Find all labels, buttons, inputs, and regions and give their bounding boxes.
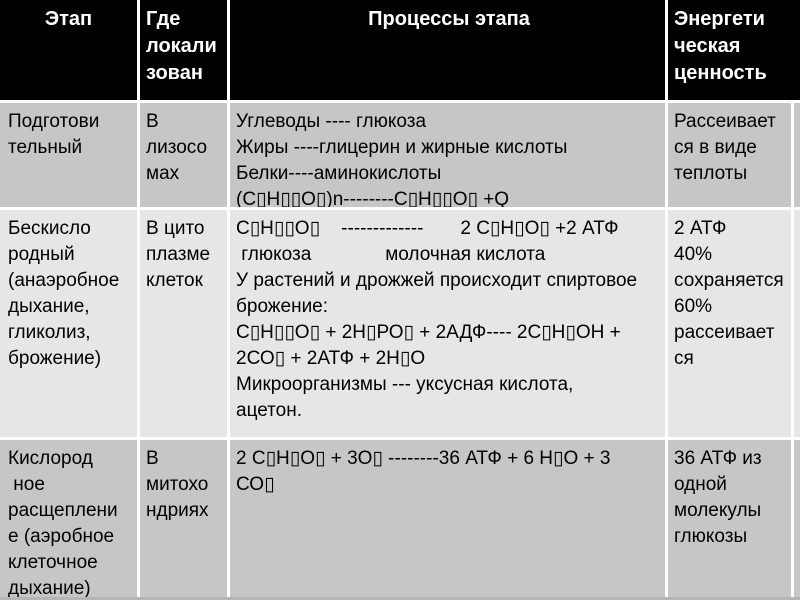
table-row-anaerobic: Бескисло родный (анаэробное дыхание, гли… xyxy=(0,210,800,437)
cell-location: В митохо ндриях xyxy=(140,440,227,597)
row-separator xyxy=(0,100,800,103)
cell-stage: Кислород ное расщеплени е (аэробное клет… xyxy=(0,440,137,597)
cell-stage: Подготови тельный xyxy=(0,103,137,207)
cell-filler xyxy=(794,210,800,437)
header-stage: Этап xyxy=(0,0,137,100)
row-separator xyxy=(0,207,800,210)
cell-processes: 2 С▯Н▯О▯ + 3О▯ --------36 АТФ + 6 Н▯О + … xyxy=(230,440,665,597)
table-row-preparatory: Подготови тельный В лизосо мах Углеводы … xyxy=(0,103,800,207)
cell-location: В цито плазме клеток xyxy=(140,210,227,437)
cell-processes: С▯Н▯▯О▯ ------------- 2 С▯Н▯О▯ +2 АТФ гл… xyxy=(230,210,665,437)
table-row-aerobic: Кислород ное расщеплени е (аэробное клет… xyxy=(0,440,800,597)
table-header-row: Этап Где локали зован Процессы этапа Эне… xyxy=(0,0,800,100)
cell-location: В лизосо мах xyxy=(140,103,227,207)
cell-stage: Бескисло родный (анаэробное дыхание, гли… xyxy=(0,210,137,437)
header-location: Где локали зован xyxy=(140,0,227,100)
slide-bottom-edge xyxy=(0,597,800,600)
header-processes: Процессы этапа xyxy=(230,0,665,100)
cell-processes: Углеводы ---- глюкоза Жиры ----глицерин … xyxy=(230,103,665,207)
cell-energy: 36 АТФ из одной молекулы глюкозы xyxy=(668,440,791,597)
cell-energy: Рассеивает ся в виде теплоты xyxy=(668,103,791,207)
row-separator xyxy=(0,437,800,440)
cell-energy: 2 АТФ 40% сохраняется 60% рассеивает ся xyxy=(668,210,791,437)
cell-filler xyxy=(794,103,800,207)
cell-filler xyxy=(794,440,800,597)
header-energy: Энергети ческая ценность xyxy=(668,0,800,100)
